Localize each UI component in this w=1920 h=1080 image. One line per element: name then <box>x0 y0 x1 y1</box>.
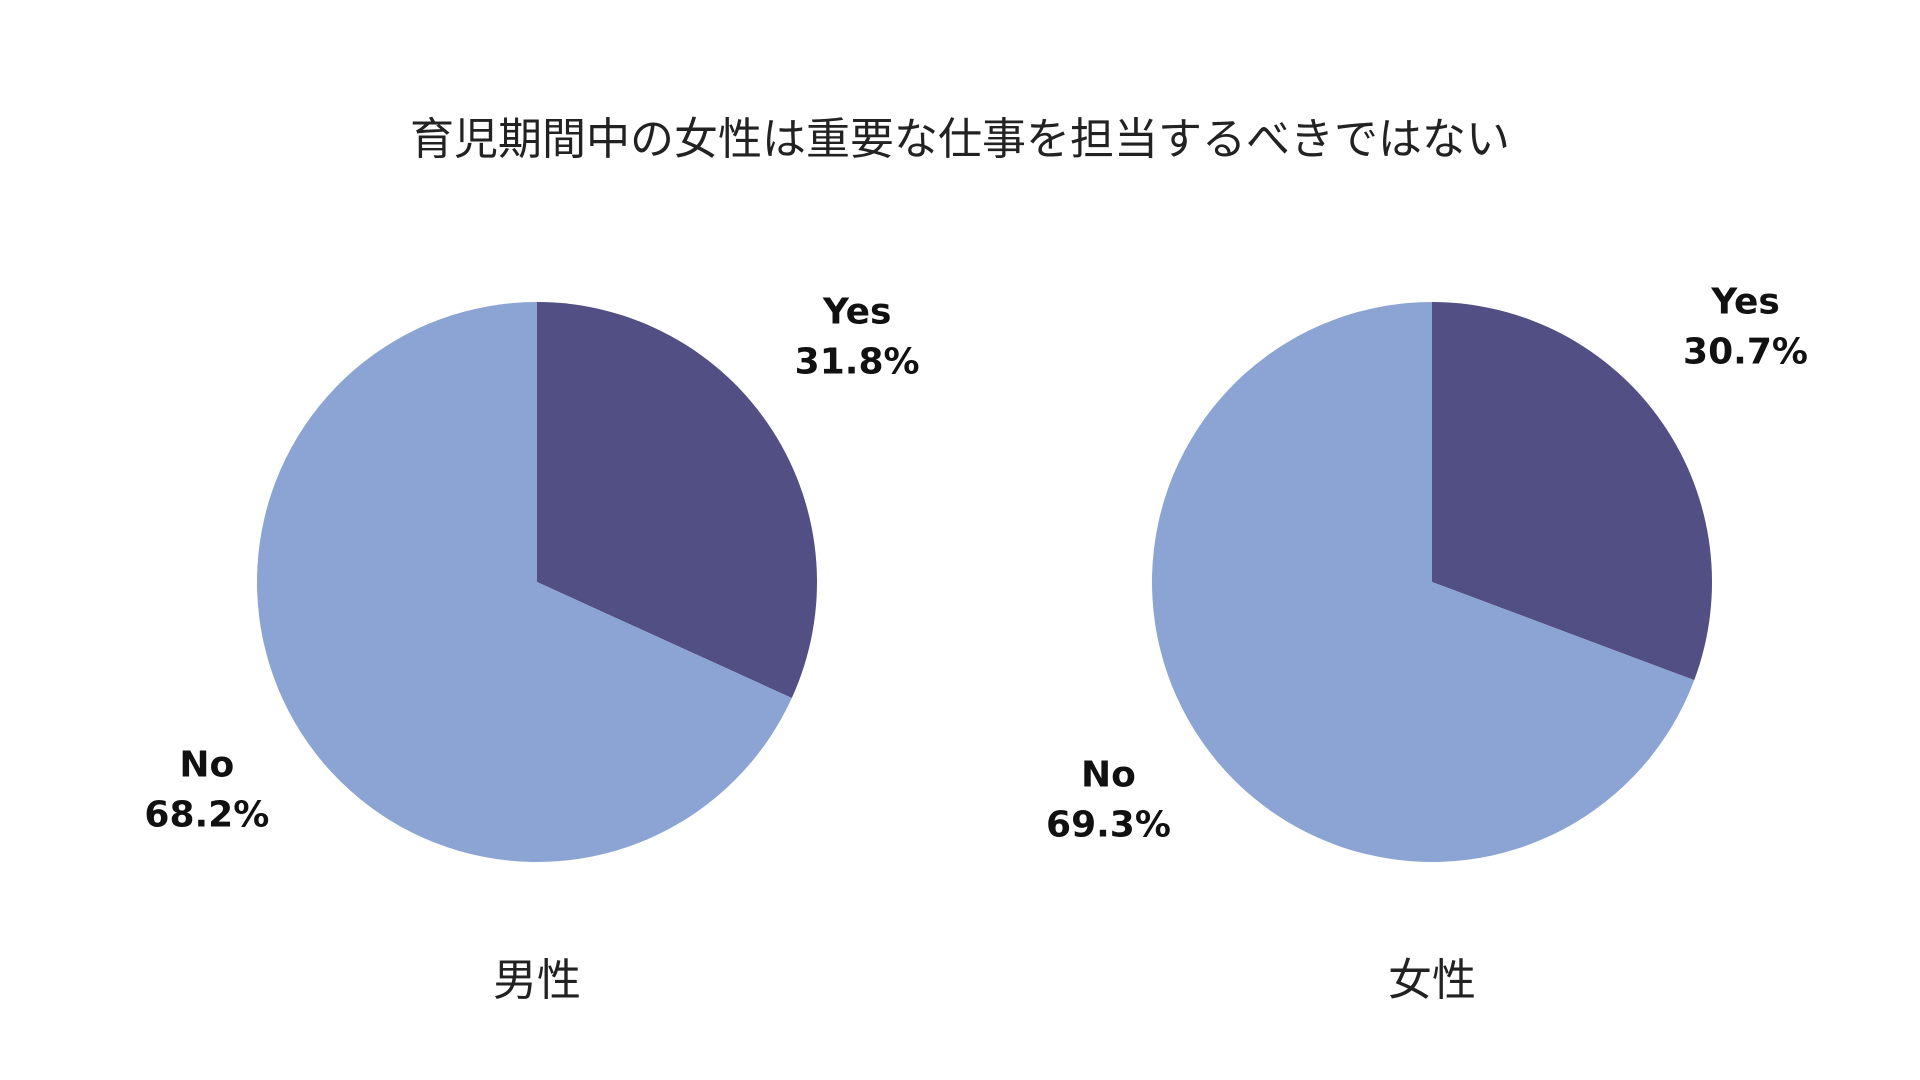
slice-label-female-yes: Yes <box>1710 281 1780 322</box>
pie-caption-male: 男性 <box>493 955 581 1006</box>
slice-label-male-yes: Yes <box>822 291 892 332</box>
pie-slice-female-yes <box>1432 302 1713 681</box>
pie-chart-male: Yes 31.8% No 68.2% <box>144 291 920 863</box>
slice-value-female-no: 69.3% <box>1046 805 1171 846</box>
slice-value-male-no: 68.2% <box>144 795 269 836</box>
slice-label-female-no: No <box>1081 755 1136 796</box>
pie-slice-male-yes <box>537 302 817 699</box>
slice-value-male-yes: 31.8% <box>795 341 920 382</box>
slice-value-female-yes: 30.7% <box>1683 331 1808 372</box>
pie-caption-female: 女性 <box>1388 955 1476 1006</box>
pie-slice-female-no <box>1151 302 1695 862</box>
pie-chart-female: Yes 30.7% No 69.3% <box>1046 281 1808 862</box>
slice-label-male-no: No <box>179 745 234 786</box>
pie-slice-male-no <box>257 302 792 863</box>
chart-title: 育児期間中の女性は重要な仕事を担当するべきではない <box>410 114 1510 165</box>
